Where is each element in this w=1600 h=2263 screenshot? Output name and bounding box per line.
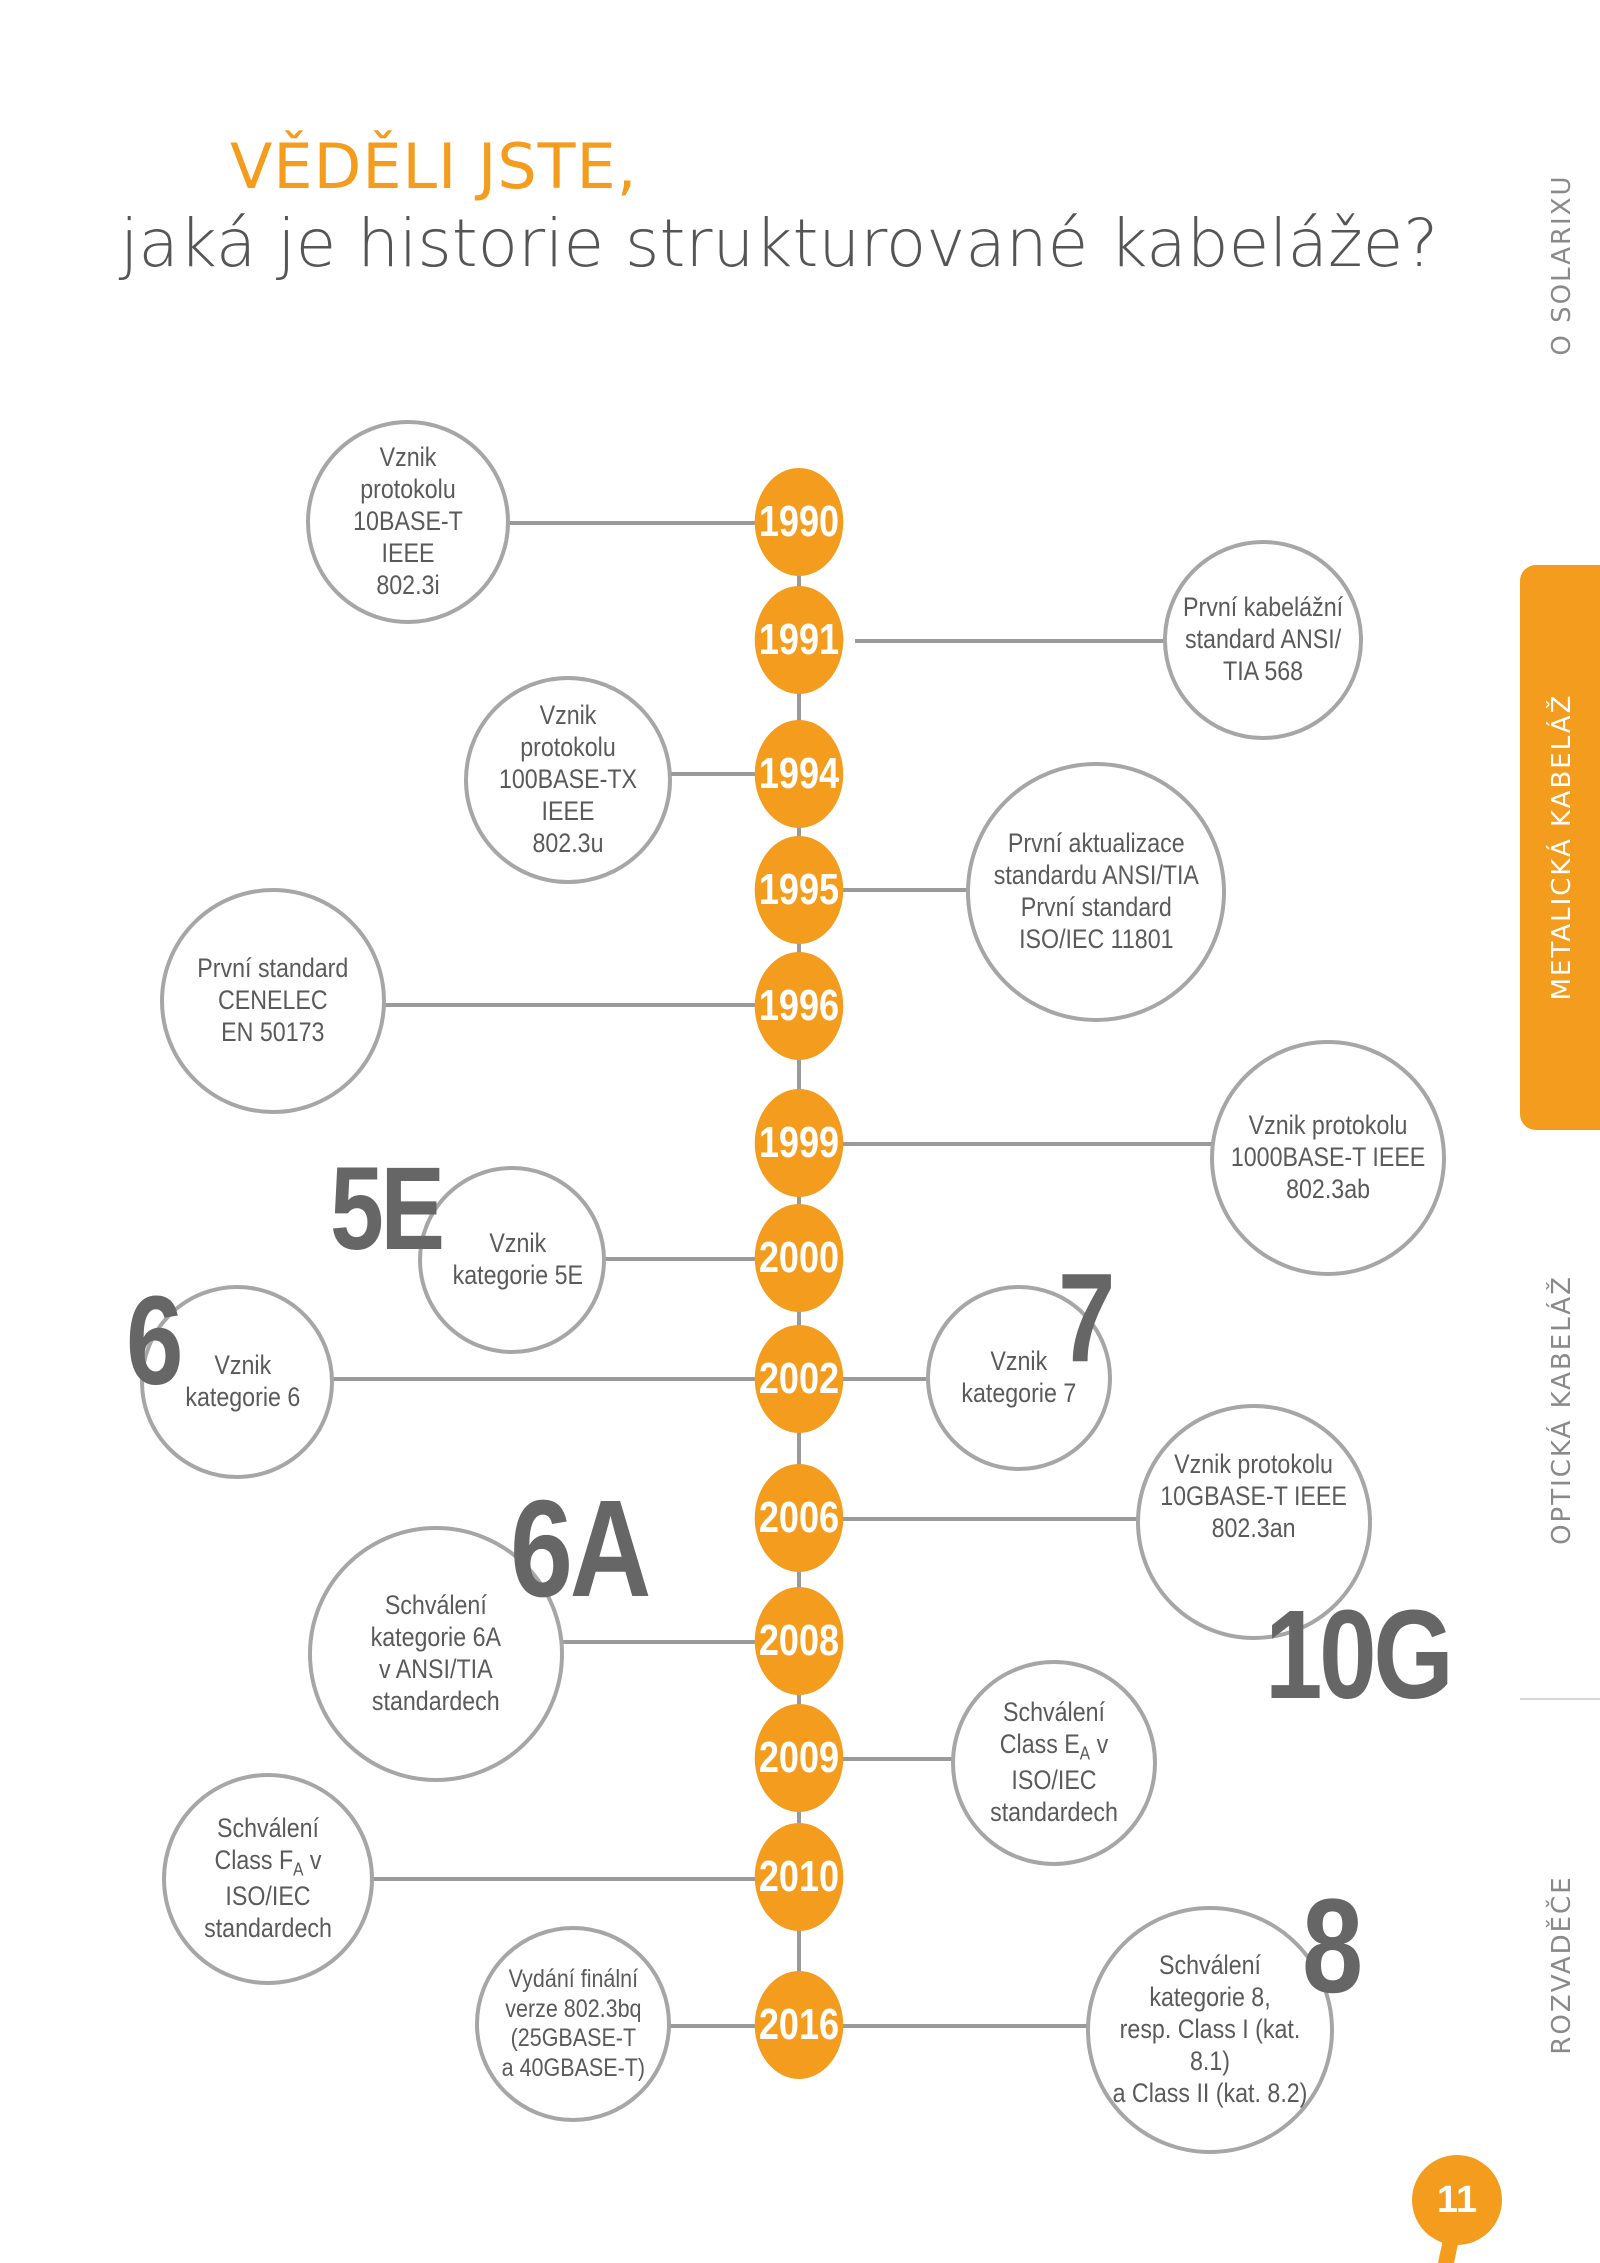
event-bubble-2009: Schválení Class EA v ISO/IEC standardech	[951, 1660, 1157, 1866]
event-bubble-1999: Vznik protokolu 1000BASE-T IEEE 802.3ab	[1210, 1040, 1446, 1276]
event-text: Schválení Class FA v ISO/IEC standardech	[180, 1813, 355, 1944]
year-1991: 1991	[754, 586, 844, 694]
connector	[840, 1757, 955, 1761]
event-text-part: v ISO/IEC standardech	[204, 1845, 332, 1943]
event-bubble-2006: Vznik protokolu 10GBASE-T IEEE 802.3an	[1136, 1404, 1372, 1640]
connector	[372, 1877, 758, 1881]
badge-6: 6	[126, 1270, 183, 1411]
year-1995: 1995	[754, 836, 844, 944]
connector	[855, 639, 1167, 643]
event-text: Schválení Class EA v ISO/IEC standardech	[969, 1697, 1139, 1828]
connector	[840, 1517, 1140, 1521]
event-text: Vznik kategorie 5E	[452, 1228, 584, 1290]
heading-did-you-know: VĚDĚLI JSTE,	[230, 130, 638, 203]
year-2002: 2002	[754, 1325, 844, 1433]
badge-6a: 6A	[510, 1472, 651, 1626]
event-text: Vznik protokolu 1000BASE-T IEEE 802.3ab	[1230, 1110, 1426, 1204]
event-bubble-2002-cat6: Vznik kategorie 6	[140, 1285, 334, 1479]
connector	[506, 521, 756, 525]
side-nav-label: OPTICKÁ KABELÁŽ	[1547, 1275, 1577, 1545]
event-bubble-2010: Schválení Class FA v ISO/IEC standardech	[162, 1773, 374, 1985]
page-number: 11	[1412, 2155, 1502, 2245]
event-bubble-2016-cat8: Schválení kategorie 8, resp. Class I (ka…	[1086, 1906, 1334, 2154]
event-text-part: Schválení Class F	[214, 1813, 319, 1876]
event-text: Vydání finální verze 802.3bq (25GBASE-T …	[501, 1965, 645, 2082]
event-text-subscript: A	[1079, 1743, 1091, 1764]
event-bubble-1995: První aktualizace standardu ANSI/TIA Prv…	[966, 762, 1226, 1022]
connector	[668, 2024, 758, 2028]
connector	[560, 1640, 758, 1644]
year-1990: 1990	[754, 468, 844, 576]
connector	[330, 1377, 758, 1381]
badge-5e: 5E	[330, 1143, 445, 1275]
side-nav-label: ROZVADĚČE	[1547, 1875, 1577, 2055]
event-text-subscript: A	[293, 1859, 304, 1880]
year-1999: 1999	[754, 1089, 844, 1197]
connector	[602, 1257, 758, 1261]
year-2008: 2008	[754, 1587, 844, 1695]
year-1996: 1996	[754, 952, 844, 1060]
event-text: Vznik protokolu 100BASE-TX IEEE 802.3u	[498, 700, 638, 858]
side-nav-label: O SOLARIXU	[1547, 174, 1577, 356]
year-2010: 2010	[754, 1823, 844, 1931]
connector	[840, 2024, 1090, 2028]
year-2000: 2000	[754, 1204, 844, 1312]
event-text: První kabelážní standard ANSI/ TIA 568	[1182, 592, 1344, 686]
connector	[840, 1377, 930, 1381]
event-bubble-1994: Vznik protokolu 100BASE-TX IEEE 802.3u	[464, 676, 672, 884]
event-text: Vznik protokolu 10BASE-T IEEE 802.3i	[353, 442, 463, 600]
event-bubble-2016-802-3bq: Vydání finální verze 802.3bq (25GBASE-T …	[475, 1926, 671, 2122]
event-text-part: v ISO/IEC standardech	[990, 1729, 1118, 1827]
heading-subtitle: jaká je historie strukturované kabeláže?	[120, 205, 1439, 282]
event-text: Vznik kategorie 6	[185, 1350, 301, 1412]
event-bubble-1990: Vznik protokolu 10BASE-T IEEE 802.3i	[306, 420, 510, 624]
connector	[840, 888, 970, 892]
event-bubble-2000: Vznik kategorie 5E	[418, 1166, 606, 1354]
connector	[840, 1142, 1215, 1146]
badge-7: 7	[1058, 1247, 1115, 1388]
event-text: Schválení kategorie 8, resp. Class I (ka…	[1112, 1950, 1308, 2108]
year-2016: 2016	[754, 1971, 844, 2079]
side-tab-active-bg	[1520, 565, 1600, 1130]
event-text: První standard CENELEC EN 50173	[197, 953, 349, 1047]
event-text: Vznik kategorie 7	[961, 1346, 1077, 1408]
connector	[668, 772, 758, 776]
event-bubble-1991: První kabelážní standard ANSI/ TIA 568	[1163, 540, 1363, 740]
side-divider	[1520, 1698, 1600, 1700]
event-text: Vznik protokolu 10GBASE-T IEEE 802.3an	[1160, 1449, 1348, 1543]
event-bubble-1996: První standard CENELEC EN 50173	[160, 888, 386, 1114]
badge-10g: 10G	[1265, 1584, 1454, 1725]
event-text-part: Schválení Class E	[999, 1697, 1105, 1760]
event-bubble-2002-cat7: Vznik kategorie 7	[926, 1285, 1112, 1471]
event-bubble-2008: Schválení kategorie 6A v ANSI/TIA standa…	[308, 1526, 564, 1782]
event-text: Schválení kategorie 6A v ANSI/TIA standa…	[370, 1590, 502, 1716]
badge-8: 8	[1302, 1872, 1363, 2021]
side-nav-label: METALICKÁ KABELÁŽ	[1547, 693, 1577, 1001]
connector	[383, 1003, 758, 1007]
year-2009: 2009	[754, 1704, 844, 1812]
year-2006: 2006	[754, 1464, 844, 1572]
event-text: První aktualizace standardu ANSI/TIA Prv…	[993, 828, 1199, 954]
year-1994: 1994	[754, 720, 844, 828]
